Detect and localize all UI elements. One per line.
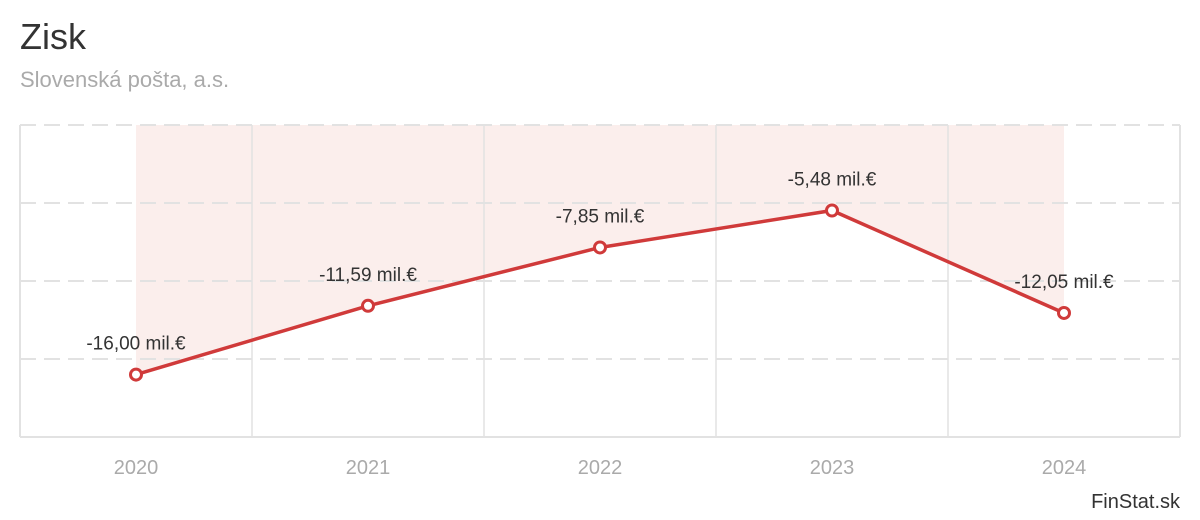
- x-tick-label: 2020: [114, 457, 159, 479]
- x-tick-label: 2021: [346, 457, 391, 479]
- x-tick-label: 2023: [810, 457, 855, 479]
- area-fill: [136, 125, 1064, 375]
- x-tick-label: 2022: [578, 457, 623, 479]
- finstat-credit[interactable]: FinStat.sk: [1091, 491, 1180, 513]
- data-label: -11,59 mil.€: [319, 265, 417, 286]
- chart-title: Zisk: [20, 16, 86, 57]
- data-point: [361, 298, 375, 313]
- data-label: -12,05 mil.€: [1014, 272, 1114, 293]
- x-tick-label: 2024: [1042, 457, 1087, 479]
- data-label: -5,48 mil.€: [788, 169, 877, 190]
- chart-subtitle: Slovenská pošta, a.s.: [20, 67, 230, 92]
- data-label: -7,85 mil.€: [556, 206, 645, 227]
- data-label: -16,00 mil.€: [86, 334, 186, 355]
- data-point: [825, 203, 839, 218]
- data-point: [1057, 305, 1071, 320]
- data-point: [593, 240, 607, 255]
- data-point: [129, 367, 143, 382]
